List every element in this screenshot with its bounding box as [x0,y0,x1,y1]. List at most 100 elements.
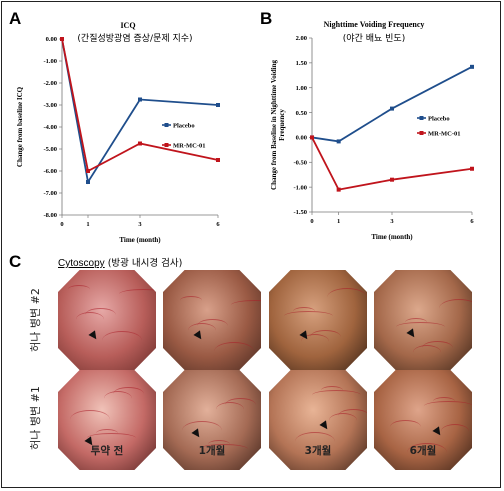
blood-vessel-mark [102,331,142,350]
blood-vessel-mark [284,311,333,321]
cystoscopy-image [163,270,261,370]
nvf-y-tick-label: -1.00 [293,184,307,191]
nvf-legend-label-0: Placebo [428,115,450,122]
icq-series-point-0 [138,97,142,102]
icq-legend-label-0: Placebo [173,122,195,129]
blood-vessel-mark [407,443,447,462]
cytoscopy-title-en: Cytoscopy [58,258,105,269]
bladder-mucosa-image [374,370,472,470]
icq-y-tick-label: -6.00 [43,168,57,175]
col-label-3-month: 3개월 [304,445,332,457]
nvf-y-tick-label: 1.00 [296,85,307,92]
blood-vessel-mark [433,397,455,406]
icq-y-tick-label: -2.00 [43,80,57,87]
cystoscopy-image [269,270,367,370]
icq-series-point-1 [216,158,220,162]
bladder-mucosa-image [58,370,156,470]
nvf-series-point-1 [336,187,341,192]
icq-series-point-0 [216,103,220,107]
nvf-legend-label-1: MR-MC-01 [428,130,461,137]
panel-a-letter: A [9,9,22,28]
blood-vessel-mark [301,334,329,349]
blood-vessel-mark [338,409,367,423]
blood-vessel-mark [199,444,248,454]
icq-y-tick-label: 0.00 [46,36,57,43]
nvf-series-point-0 [336,139,341,144]
nighttime-voiding-chart: 2.00 1.50 1.00 0.50 0.00 -0.50 -1.00 -1.500 1 3 6 N… [270,20,474,241]
blood-vessel-mark [188,323,216,338]
nvf-series-line-0 [311,66,473,143]
bladder-mucosa-image [374,270,472,370]
icq-x-tick-label: 1 [86,221,89,228]
bladder-mucosa-image [58,270,156,370]
icq-subtitle: (간질성방광염 증상/문제 지수) [77,32,192,44]
icq-legend-marker-1 [164,143,169,147]
row-label-lesion-1: 허나 병변 #1 [29,386,42,450]
nvf-y-tick-label: 0.50 [296,110,307,117]
bladder-mucosa-image [269,270,367,370]
cytoscopy-title-ko: (방광 내시경 검사) [104,258,183,269]
icq-x-tick-label: 3 [138,221,142,228]
blood-vessel-mark [214,342,254,361]
icq-series-point-1 [60,37,64,41]
nvf-series-point-1 [470,166,474,171]
cystoscopy-image [58,270,156,370]
nvf-subtitle: (야간 배뇨 빈도) [343,33,405,44]
nvf-series-point-1 [310,135,314,140]
icq-y-tick-label: -1.00 [43,58,57,65]
blood-vessel-mark [405,318,427,327]
panel-b-letter: B [260,9,273,28]
cystoscopy-image [374,370,472,470]
nvf-series-point-0 [470,64,474,69]
cystoscopy-image [269,370,367,470]
cystoscopy-image [374,270,472,370]
blood-vessel-mark [424,401,472,411]
blood-vessel-mark [327,288,367,307]
blood-vessel-mark [182,421,222,440]
cytoscopy-title: Cytoscopy (방광 내시경 검사) [58,255,182,269]
nvf-legend-marker-1 [419,131,424,135]
icq-series-line-1 [61,38,219,173]
icq-x-label: Time (month) [119,236,161,244]
blood-vessel-mark [321,386,343,395]
blood-vessel-mark [96,429,118,438]
nvf-series-point-0 [390,106,394,111]
blood-vessel-mark [441,424,469,439]
nvf-y-tick-label: -0.50 [293,159,307,166]
nvf-title: Nighttime Voiding Frequency [324,20,425,29]
icq-x-tick-label: 0 [60,221,63,228]
nvf-y-tick-label: 1.50 [296,60,307,67]
nvf-x-tick-label: 0 [310,218,313,225]
nvf-series-line-1 [311,137,473,191]
blood-vessel-mark [439,299,472,318]
icq-title: ICQ [120,21,135,30]
blood-vessel-mark [85,308,116,322]
panel-c-letter: C [9,252,22,271]
icq-series-line-0 [61,38,219,185]
icq-y-tick-label: -3.00 [43,102,57,109]
blood-vessel-mark [119,289,156,299]
icq-series-point-0 [86,180,90,184]
blood-vessel-mark [208,440,230,449]
cystoscopy-image [58,370,156,470]
nvf-legend-marker-0 [419,116,424,120]
nvf-x-tick-label: 6 [470,218,474,225]
blood-vessel-mark [329,413,357,428]
nvf-y-tick-label: -1.50 [293,209,307,216]
bladder-mucosa-image [163,270,261,370]
blood-vessel-mark [216,402,244,417]
blood-vessel-mark [76,312,104,327]
bladder-mucosa-image [163,370,261,470]
bladder-mucosa-image [269,370,367,470]
icq-y-label: Change from baseline ICQ [16,86,24,167]
blood-vessel-mark [180,296,202,305]
blood-vessel-mark [295,432,335,451]
icq-y-tick-label: -4.00 [43,124,57,131]
blood-vessel-mark [113,387,144,401]
blood-vessel-mark [310,330,341,344]
blood-vessel-mark [390,420,421,434]
icq-series-point-1 [86,169,90,173]
nvf-y-tick-label: 2.00 [296,35,307,42]
blood-vessel-mark [312,390,361,400]
